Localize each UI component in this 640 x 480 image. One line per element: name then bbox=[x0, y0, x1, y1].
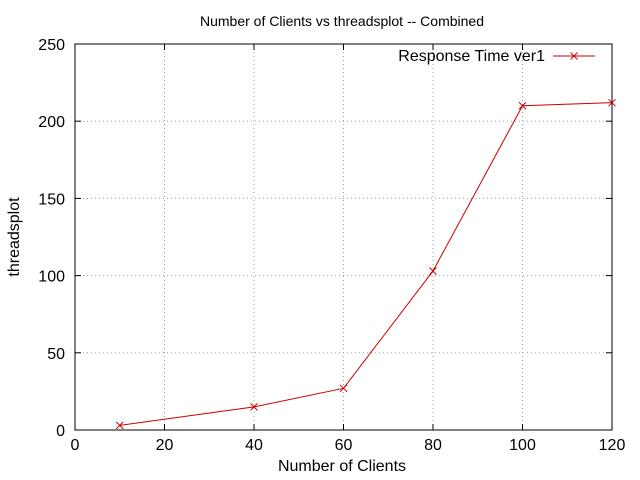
legend-marker bbox=[570, 52, 578, 60]
x-tick-label: 40 bbox=[245, 437, 263, 454]
legend-label: Response Time ver1 bbox=[398, 48, 545, 65]
data-point-marker bbox=[115, 421, 124, 430]
grid bbox=[75, 44, 612, 430]
x-tick-label: 20 bbox=[156, 437, 174, 454]
x-tick-label: 120 bbox=[599, 437, 626, 454]
data-point-marker bbox=[250, 402, 258, 411]
x-axis-label: Number of Clients bbox=[278, 458, 406, 475]
y-tick-label: 0 bbox=[56, 423, 65, 440]
y-tick-label: 50 bbox=[47, 346, 65, 363]
data-point-marker bbox=[339, 384, 348, 393]
tick-labels: 0 20 40 60 80 100 120 0 50 100 150 200 250 bbox=[38, 37, 625, 454]
data-point-marker bbox=[429, 267, 437, 275]
legend: Response Time ver1 bbox=[398, 48, 595, 65]
series bbox=[115, 98, 616, 430]
y-tick-label: 100 bbox=[38, 269, 65, 286]
x-tick-label: 60 bbox=[335, 437, 353, 454]
y-tick-label: 150 bbox=[38, 191, 65, 208]
x-tick-label: 100 bbox=[509, 437, 536, 454]
plot-frame bbox=[74, 43, 613, 431]
data-point-marker bbox=[518, 101, 527, 110]
x-tick-label: 0 bbox=[71, 437, 80, 454]
y-tick-label: 200 bbox=[38, 114, 65, 131]
series-line bbox=[119, 102, 613, 426]
y-axis-label: threadsplot bbox=[6, 197, 23, 277]
series-response-time-ver1 bbox=[115, 98, 616, 430]
chart-title: Number of Clients vs threadsplot -- Comb… bbox=[200, 13, 484, 29]
data-point-marker bbox=[608, 98, 616, 107]
x-tick-label: 80 bbox=[424, 437, 442, 454]
y-tick-label: 250 bbox=[38, 37, 65, 54]
